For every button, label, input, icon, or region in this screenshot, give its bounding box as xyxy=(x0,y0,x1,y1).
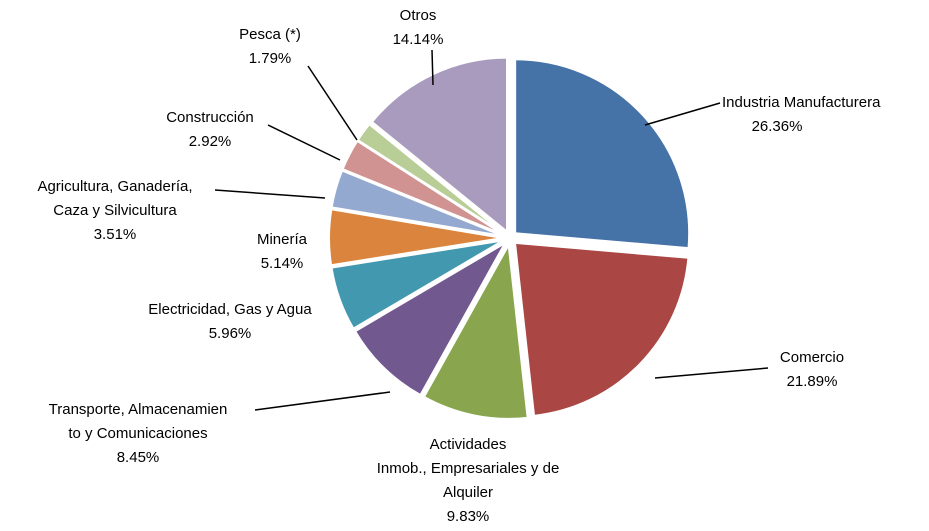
label-line: Pesca (*) xyxy=(239,26,301,43)
value-label: 9.83% xyxy=(447,508,490,525)
label-line: Industria Manufacturera xyxy=(722,94,881,111)
slice-label: Construcción xyxy=(166,109,254,126)
slice-label: Actividades Inmob., Empresariales y de Alq… xyxy=(377,436,560,501)
label-line: Transporte, Almacenamien xyxy=(49,401,228,418)
value-label: 26.36% xyxy=(752,118,803,135)
value-label: 21.89% xyxy=(787,373,838,390)
label-line: Electricidad, Gas y Agua xyxy=(148,301,312,318)
slice-label: Minería xyxy=(257,231,308,248)
label-line: Construcción xyxy=(166,109,254,126)
value-label: 8.45% xyxy=(117,449,160,466)
slice-label: Pesca (*) xyxy=(239,26,301,43)
leader-line xyxy=(307,65,358,141)
label-line: Alquiler xyxy=(443,484,493,501)
leader-line xyxy=(214,189,326,199)
leader-line xyxy=(431,49,434,86)
pie-slice xyxy=(513,241,690,417)
label-line: Actividades xyxy=(430,436,507,453)
label-line: to y Comunicaciones xyxy=(68,425,207,442)
value-label: 1.79% xyxy=(249,50,292,67)
label-line: Caza y Silvicultura xyxy=(53,202,177,219)
value-label: 3.51% xyxy=(94,226,137,243)
label-line: Minería xyxy=(257,231,308,248)
pie-slice xyxy=(328,208,504,267)
value-label: 5.96% xyxy=(209,325,252,342)
leader-line xyxy=(644,102,721,126)
pie-slice xyxy=(330,169,504,238)
leader-line xyxy=(254,391,391,411)
label-line: Agricultura, Ganadería, xyxy=(37,178,192,195)
pie-slice xyxy=(514,58,691,250)
pie-slice xyxy=(353,240,508,397)
value-label: 14.14% xyxy=(393,31,444,48)
slice-label: Transporte, Almacenamien to y Comunicacio… xyxy=(49,401,228,442)
label-line: Inmob., Empresariales y de xyxy=(377,460,560,477)
pie-slice xyxy=(422,241,529,420)
slice-label: Electricidad, Gas y Agua xyxy=(148,301,312,318)
label-line: Otros xyxy=(400,7,437,24)
value-label: 2.92% xyxy=(189,133,232,150)
leader-line xyxy=(267,124,341,161)
slice-label: Otros xyxy=(400,7,437,24)
pie-slice xyxy=(356,122,505,235)
leader-line xyxy=(654,367,769,379)
slice-label: Agricultura, Ganadería, Caza y Silvicultu… xyxy=(37,178,192,219)
slice-label: Comercio xyxy=(780,349,844,366)
pie-slice xyxy=(330,239,504,330)
pie-slice xyxy=(341,139,505,236)
value-label: 5.14% xyxy=(261,255,304,272)
label-line: Comercio xyxy=(780,349,844,366)
slice-label: Industria Manufacturera xyxy=(722,94,881,111)
